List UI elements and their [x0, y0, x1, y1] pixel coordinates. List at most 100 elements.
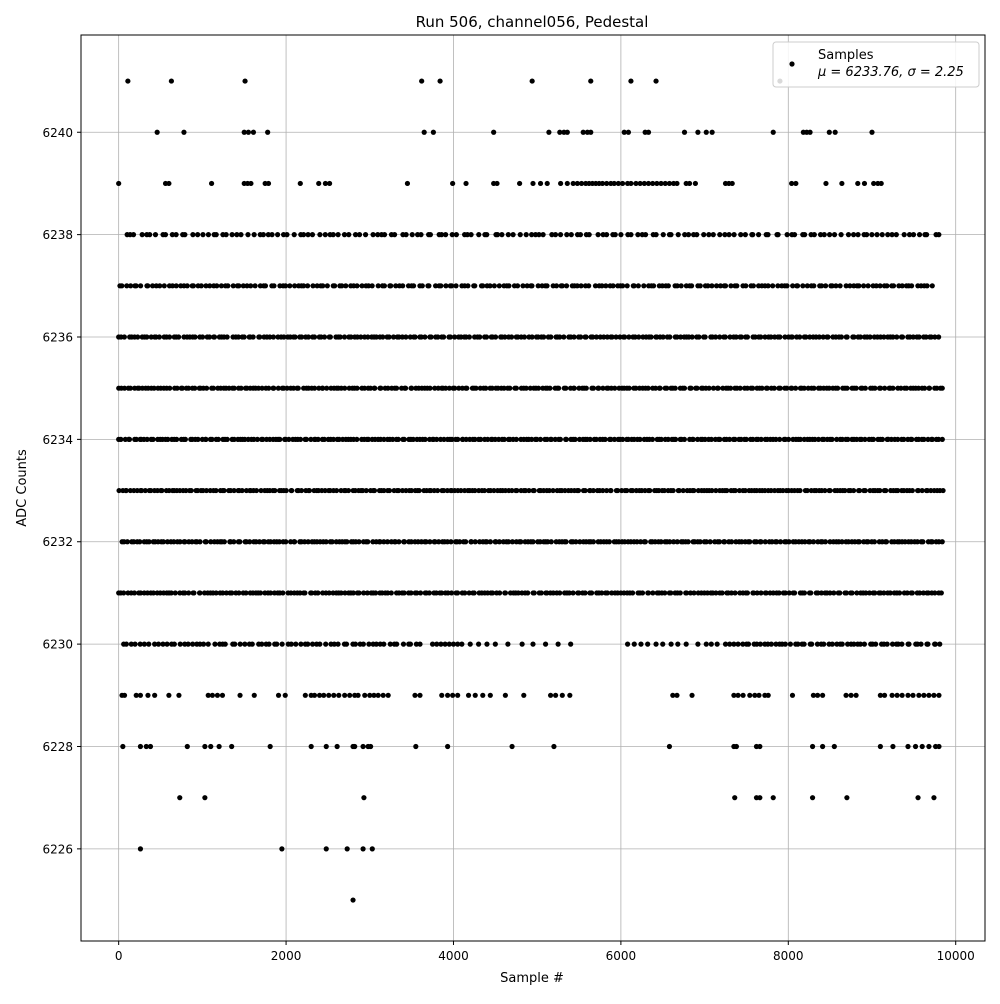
data-point	[685, 539, 691, 545]
data-point	[537, 539, 543, 545]
data-point	[518, 539, 524, 545]
data-point	[267, 334, 273, 340]
data-point	[445, 590, 451, 596]
data-point	[574, 283, 580, 289]
data-point	[472, 436, 478, 442]
data-point	[417, 692, 423, 698]
data-point	[203, 436, 209, 442]
data-point	[380, 334, 386, 340]
data-point	[491, 283, 497, 289]
data-point	[909, 436, 915, 442]
data-point	[697, 539, 703, 545]
data-point	[447, 334, 453, 340]
data-point	[895, 641, 901, 647]
data-point	[648, 334, 654, 340]
data-point	[668, 641, 674, 647]
data-point	[604, 487, 610, 494]
data-point	[855, 232, 861, 238]
data-point	[521, 692, 527, 698]
data-point	[674, 692, 680, 698]
data-point	[119, 283, 125, 289]
data-point	[636, 334, 642, 340]
data-point	[564, 232, 570, 238]
data-point	[716, 539, 723, 545]
data-point	[789, 180, 795, 187]
data-point	[764, 385, 770, 391]
data-point	[287, 283, 293, 289]
data-point	[276, 539, 282, 545]
data-point	[159, 487, 165, 494]
data-point	[666, 180, 673, 187]
data-point	[501, 436, 507, 442]
data-point	[214, 692, 221, 698]
data-point	[768, 334, 774, 340]
data-point	[884, 641, 890, 647]
data-point	[300, 232, 307, 238]
data-point	[905, 743, 911, 750]
data-point	[176, 692, 182, 698]
data-point	[342, 692, 348, 698]
data-point	[116, 180, 122, 187]
data-point	[277, 436, 283, 442]
data-point	[839, 180, 845, 187]
data-point	[861, 283, 867, 289]
data-point	[214, 283, 220, 289]
data-point	[677, 590, 683, 596]
data-point	[921, 385, 928, 391]
data-point	[535, 283, 541, 289]
data-point	[243, 590, 249, 596]
data-point	[733, 743, 740, 750]
data-point	[631, 641, 637, 647]
data-point	[305, 334, 311, 340]
data-point	[248, 180, 254, 187]
data-point	[381, 487, 387, 494]
data-point	[361, 385, 368, 391]
data-point	[797, 487, 803, 494]
data-point	[877, 743, 883, 750]
data-point	[899, 283, 905, 289]
data-point	[305, 283, 311, 289]
data-point	[189, 539, 195, 545]
data-point	[847, 283, 853, 289]
data-point	[231, 436, 237, 442]
data-point	[710, 232, 716, 238]
data-point	[355, 692, 361, 698]
data-point	[921, 436, 927, 442]
data-point	[672, 385, 678, 391]
data-point	[586, 283, 592, 289]
data-point	[366, 641, 372, 647]
data-point	[709, 283, 715, 289]
data-point	[289, 487, 295, 494]
data-point	[274, 641, 280, 647]
data-point	[316, 180, 322, 187]
data-point	[330, 436, 337, 442]
data-point	[793, 385, 799, 391]
data-point	[817, 232, 824, 238]
data-point	[404, 180, 411, 187]
data-point	[403, 232, 409, 238]
data-point	[427, 232, 433, 238]
data-point	[556, 385, 562, 391]
data-point	[826, 232, 833, 238]
data-point	[203, 539, 209, 545]
data-point	[676, 487, 682, 494]
data-point	[305, 539, 311, 545]
data-point	[664, 385, 670, 391]
data-point	[360, 846, 366, 852]
x-tick-label: 4000	[438, 949, 469, 963]
data-point	[775, 232, 781, 238]
data-point	[871, 180, 877, 187]
data-point	[531, 590, 537, 596]
data-point	[195, 436, 201, 442]
data-point	[735, 692, 741, 698]
data-point	[400, 283, 406, 289]
data-point	[899, 692, 905, 698]
data-point	[421, 129, 427, 135]
data-point	[686, 180, 693, 187]
data-point	[267, 590, 274, 596]
data-point	[416, 487, 422, 494]
data-point	[825, 334, 831, 340]
data-point	[596, 385, 602, 391]
data-point	[816, 334, 822, 340]
data-point	[531, 487, 537, 494]
